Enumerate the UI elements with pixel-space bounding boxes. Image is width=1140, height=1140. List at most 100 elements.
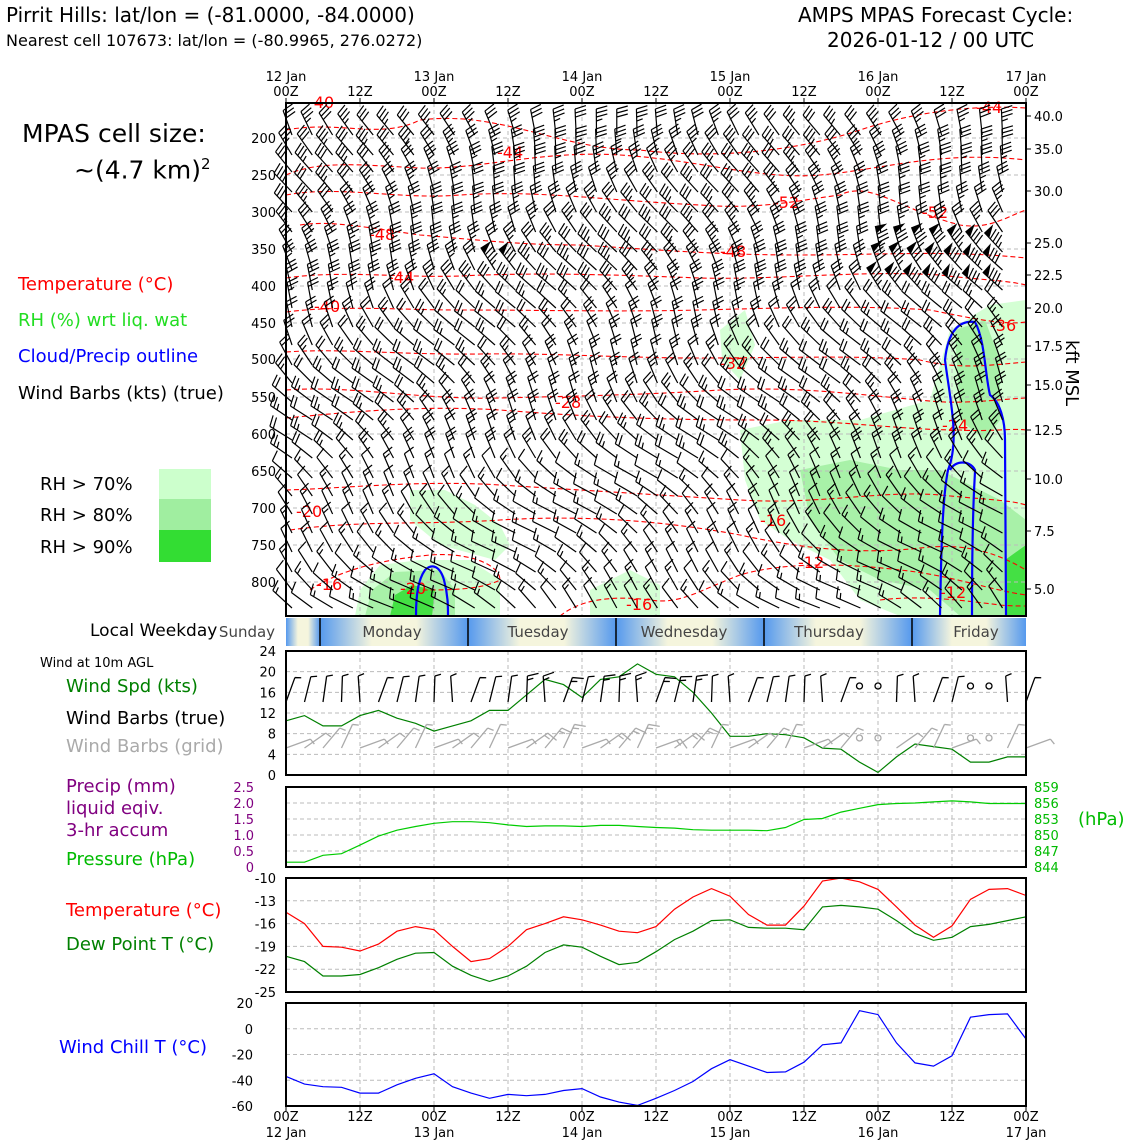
wind-barb	[396, 727, 420, 749]
wind-barb	[396, 297, 415, 328]
wind-barb	[593, 453, 618, 479]
precip-ytick-label: 2.0	[233, 797, 254, 812]
wind-barb	[385, 180, 398, 213]
wind-barb	[450, 529, 475, 553]
wind-barb	[912, 673, 920, 703]
wind-barb	[311, 413, 333, 441]
top-time-hour: 00Z	[717, 85, 743, 100]
wind-barb	[919, 488, 942, 515]
wind-barb	[532, 510, 557, 534]
height-tick-label: 22.5	[1034, 269, 1063, 284]
wind-barb	[994, 370, 1007, 403]
wind-barb	[753, 238, 766, 271]
wind-barb	[525, 200, 539, 233]
wind-barb	[430, 550, 455, 573]
wind-barb	[761, 125, 780, 156]
wind-barb	[910, 103, 924, 136]
wind-barb	[709, 313, 721, 346]
wind-barb	[422, 464, 435, 497]
wind-barb	[803, 409, 821, 441]
label-temperature: Temperature (°C)	[66, 900, 222, 921]
label-precip: Precip (mm)	[66, 776, 176, 797]
wind-barb	[494, 299, 516, 328]
wind-barb	[863, 484, 882, 515]
wind-barb	[392, 338, 415, 366]
bottom-time-hour: 12Z	[791, 1110, 817, 1125]
wind-barb	[312, 562, 333, 591]
wind-barb	[696, 394, 719, 421]
wind-barb	[400, 277, 415, 309]
precip-ytick-label: 1.5	[233, 813, 254, 828]
wind-barb	[901, 280, 922, 309]
wind-barb	[860, 337, 882, 366]
wind-barb	[872, 140, 886, 173]
wind-barb	[953, 388, 966, 421]
wind-barb	[269, 415, 293, 441]
legend-rh80-label: RH > 80%	[40, 505, 133, 526]
wind-barb	[747, 482, 760, 515]
wind-barb	[317, 181, 334, 213]
wind-barb	[870, 240, 887, 271]
wind-barb	[816, 547, 841, 573]
bottom-time-hour: 12Z	[939, 1110, 965, 1125]
wind-barb	[334, 543, 354, 573]
wind-barb	[784, 723, 803, 749]
nearest-cell-info: Nearest cell 107673: lat/lon = (-80.9965…	[6, 31, 423, 50]
wind-barb	[850, 426, 863, 459]
wind-barb	[979, 509, 1003, 534]
wind-barb	[470, 201, 483, 233]
wind-barb	[673, 104, 686, 136]
wind-barb	[988, 577, 1004, 609]
wind-barb	[646, 140, 660, 173]
wind-barb	[906, 352, 922, 384]
wind-barb	[933, 103, 947, 136]
wind-barb	[897, 161, 911, 193]
wind-barb	[939, 161, 952, 193]
label-precip-accum: 3-hr accum	[66, 820, 169, 841]
wind-barb	[396, 503, 415, 534]
wind-barb	[987, 201, 1003, 233]
height-tick-label: 30.0	[1034, 185, 1063, 200]
wind-barb	[716, 414, 739, 441]
wind-barb	[679, 183, 699, 213]
wind-barb	[785, 295, 801, 328]
weekday-block	[912, 618, 1026, 646]
wind-barb	[1025, 738, 1055, 749]
wind-barb	[285, 295, 298, 328]
wind-barb	[706, 501, 719, 534]
cloud-outline-0	[414, 565, 450, 617]
wind-barb	[685, 238, 699, 271]
isotherm-label: -20	[296, 502, 322, 521]
wind-barb	[630, 313, 642, 346]
wind-barb	[574, 452, 597, 479]
wind-barb	[551, 161, 565, 193]
wind-barb	[680, 202, 699, 233]
top-time-date: 12 Jan	[266, 70, 307, 85]
wind-barb	[893, 223, 909, 253]
wind-barb	[506, 388, 519, 421]
wind-barb	[376, 125, 394, 156]
wind-barb	[338, 447, 354, 479]
wind-barb	[579, 202, 597, 233]
wind-barb	[922, 316, 943, 346]
wind-barb	[315, 335, 334, 366]
wind-ytick-label: 20	[259, 666, 276, 681]
wind-barb	[503, 426, 516, 459]
pressure-ytick-label: 859	[1034, 781, 1059, 796]
wind-barb	[396, 105, 415, 136]
cell-size-exponent: 2	[201, 155, 211, 173]
wind-barb	[999, 141, 1012, 173]
wind-barb	[955, 180, 969, 213]
top-time-hour: 00Z	[569, 85, 595, 100]
wind-barb	[294, 560, 313, 591]
wind-barb	[444, 238, 458, 271]
wind-barb	[970, 333, 983, 366]
wind-barb	[959, 124, 972, 156]
wind-barb	[380, 426, 395, 459]
pressure-tick-label: 750	[251, 539, 276, 554]
wind-barb	[554, 125, 567, 156]
wind-barb	[362, 464, 374, 497]
wind-barb	[577, 261, 597, 291]
wind-barb	[788, 464, 801, 497]
wind-barb	[658, 183, 679, 213]
